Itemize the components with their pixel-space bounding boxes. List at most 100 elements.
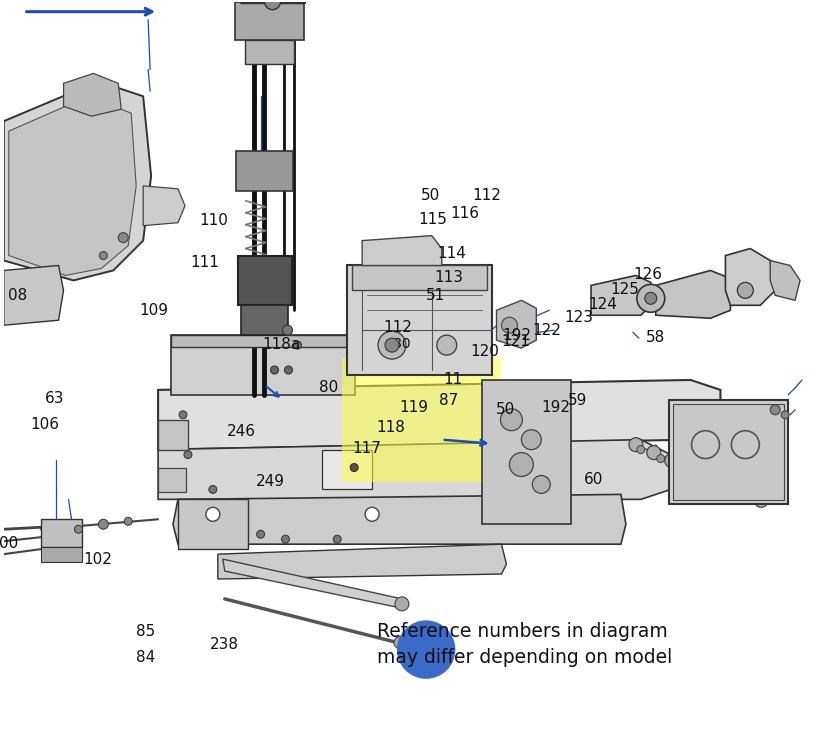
Polygon shape <box>362 235 441 266</box>
Circle shape <box>264 0 281 10</box>
Bar <box>171 335 355 347</box>
Circle shape <box>100 252 108 260</box>
Polygon shape <box>64 73 122 116</box>
Text: 124: 124 <box>588 297 617 312</box>
Bar <box>41 547 82 562</box>
Text: 126: 126 <box>633 267 663 283</box>
Text: 121: 121 <box>501 334 530 348</box>
Text: 249: 249 <box>255 474 285 489</box>
Circle shape <box>333 535 341 543</box>
Text: 238: 238 <box>211 637 239 652</box>
Polygon shape <box>158 440 671 500</box>
Text: 116: 116 <box>450 206 480 221</box>
Text: 87: 87 <box>439 393 459 408</box>
Circle shape <box>770 405 780 415</box>
Text: 08: 08 <box>8 288 27 303</box>
Text: Reference numbers in diagram
may differ depending on model: Reference numbers in diagram may differ … <box>378 621 672 667</box>
Circle shape <box>209 486 217 494</box>
Text: 58: 58 <box>645 330 665 345</box>
Circle shape <box>282 325 292 335</box>
Text: 59: 59 <box>568 393 588 408</box>
Bar <box>41 520 82 547</box>
Text: 123: 123 <box>565 310 593 325</box>
Text: 63: 63 <box>44 391 64 406</box>
Circle shape <box>378 331 406 359</box>
Polygon shape <box>143 186 185 226</box>
Circle shape <box>502 317 517 333</box>
Polygon shape <box>591 275 656 315</box>
Circle shape <box>636 446 645 454</box>
Bar <box>322 449 372 489</box>
Circle shape <box>701 469 715 483</box>
Text: 109: 109 <box>140 303 169 318</box>
Circle shape <box>629 438 643 452</box>
Circle shape <box>500 409 522 431</box>
Bar <box>245 40 295 64</box>
Bar <box>171 335 355 395</box>
Text: 192: 192 <box>503 328 531 342</box>
Text: 114: 114 <box>437 246 467 261</box>
Circle shape <box>781 411 789 418</box>
Circle shape <box>738 283 753 298</box>
Circle shape <box>395 597 409 611</box>
Circle shape <box>645 292 657 304</box>
Text: 113: 113 <box>434 270 463 286</box>
Circle shape <box>676 463 685 472</box>
Text: 125: 125 <box>610 282 640 297</box>
Text: 192: 192 <box>542 400 570 415</box>
Text: 84: 84 <box>136 650 156 665</box>
Text: 106: 106 <box>30 416 59 432</box>
Polygon shape <box>496 300 536 348</box>
Circle shape <box>544 507 558 521</box>
Bar <box>237 255 292 306</box>
Bar <box>235 1 304 40</box>
Text: 120: 120 <box>470 344 499 359</box>
Polygon shape <box>158 380 721 449</box>
Text: 122: 122 <box>532 323 561 337</box>
Text: 102: 102 <box>83 553 113 568</box>
Circle shape <box>736 486 750 500</box>
Circle shape <box>394 637 406 649</box>
Text: 00: 00 <box>0 537 18 551</box>
Circle shape <box>697 472 704 480</box>
Polygon shape <box>656 270 730 318</box>
Text: 119: 119 <box>400 400 428 415</box>
Text: 80: 80 <box>393 337 410 351</box>
Circle shape <box>532 475 550 494</box>
Circle shape <box>99 520 109 529</box>
Polygon shape <box>770 261 800 300</box>
Circle shape <box>657 455 665 463</box>
Bar <box>668 400 788 504</box>
Circle shape <box>437 335 457 355</box>
Circle shape <box>521 430 541 449</box>
Polygon shape <box>353 266 486 290</box>
Circle shape <box>365 507 379 521</box>
Text: 115: 115 <box>419 212 447 227</box>
Circle shape <box>509 452 534 477</box>
Text: 112: 112 <box>472 188 502 203</box>
Text: 11: 11 <box>443 372 463 387</box>
Circle shape <box>206 507 220 521</box>
Polygon shape <box>218 544 507 579</box>
Circle shape <box>350 463 358 472</box>
Circle shape <box>647 446 661 460</box>
Polygon shape <box>347 266 491 375</box>
Circle shape <box>282 535 290 543</box>
Polygon shape <box>9 96 136 275</box>
Polygon shape <box>173 494 626 544</box>
Text: 110: 110 <box>199 213 228 228</box>
Text: 245: 245 <box>407 80 445 97</box>
Bar <box>158 468 186 492</box>
Text: 80: 80 <box>319 380 339 395</box>
Circle shape <box>285 366 292 374</box>
Circle shape <box>718 477 733 492</box>
Circle shape <box>665 454 679 468</box>
Bar <box>481 380 571 524</box>
Circle shape <box>683 461 697 475</box>
Text: 50: 50 <box>496 402 516 417</box>
Polygon shape <box>725 249 775 306</box>
Circle shape <box>636 284 665 312</box>
Text: 60: 60 <box>583 472 603 486</box>
Bar <box>672 404 784 500</box>
Circle shape <box>118 232 128 243</box>
